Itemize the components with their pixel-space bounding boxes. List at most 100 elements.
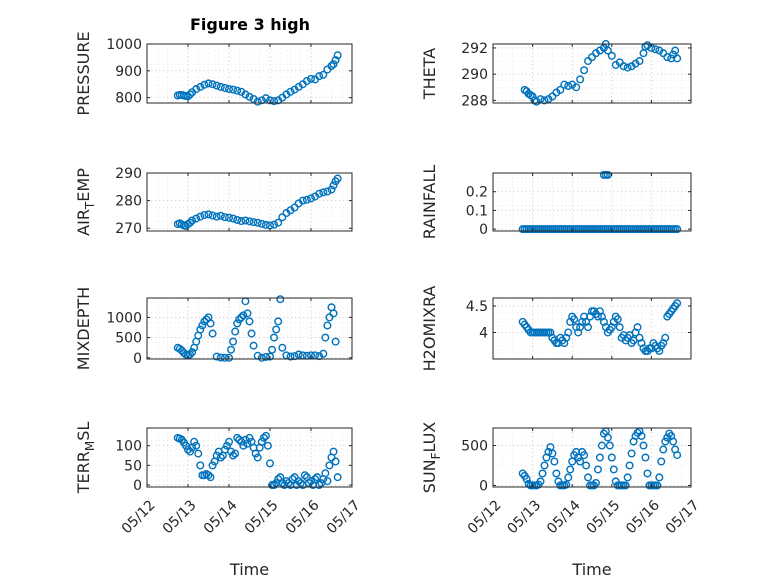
data-point [580, 66, 589, 75]
data-point [597, 441, 606, 450]
data-point [298, 196, 307, 205]
data-point [253, 453, 262, 462]
data-point [233, 319, 242, 328]
subplot-pressure: 800 900 1000 PRESSURE [74, 31, 353, 116]
data-point [245, 317, 254, 326]
data-point [274, 218, 283, 227]
data-point [188, 216, 197, 225]
data-point [222, 441, 231, 450]
data-point [323, 187, 332, 196]
data-point [315, 189, 324, 198]
data-point [593, 465, 602, 474]
data-point [572, 83, 581, 92]
y-tick-label: 50 [124, 458, 142, 474]
data-point [582, 461, 591, 470]
data-point [296, 479, 305, 488]
series-markers [518, 427, 682, 490]
data-point [192, 85, 201, 94]
data-point [331, 457, 340, 466]
series-markers [173, 174, 342, 231]
figure-title: Figure 3 high [190, 15, 310, 34]
y-tick-label: 0 [479, 478, 488, 494]
data-point [257, 96, 266, 105]
data-point [673, 299, 682, 308]
data-point [329, 181, 338, 190]
data-point [635, 57, 644, 66]
y-tick-label: 0 [479, 222, 488, 238]
data-point [540, 461, 549, 470]
data-point [294, 350, 303, 359]
data-point [196, 212, 205, 221]
data-point [229, 337, 238, 346]
data-point [605, 441, 614, 450]
data-point [251, 449, 260, 458]
data-point [315, 481, 324, 490]
data-point [194, 449, 203, 458]
data-point [257, 353, 266, 362]
axes-frame [146, 43, 353, 104]
data-point [591, 479, 600, 488]
y-tick-label: 290 [115, 166, 142, 182]
data-point [208, 80, 217, 89]
data-point [243, 309, 252, 318]
y-tick-label: 270 [115, 221, 142, 237]
data-point [261, 94, 270, 103]
y-axis-label-sub: M [83, 441, 97, 451]
data-point [639, 441, 648, 450]
data-point [576, 75, 585, 84]
data-point [302, 77, 311, 86]
x-tick-label: 05/13 [160, 497, 200, 537]
y-axis-label-main: SUN [420, 459, 439, 493]
axes-frame [146, 172, 353, 232]
y-axis-label: PRESSURE [74, 31, 93, 115]
series-markers [173, 295, 340, 362]
data-point [239, 311, 248, 320]
data-point [204, 210, 213, 219]
subplot-theta: 288 290 292 THETA [420, 40, 692, 109]
data-point [655, 473, 664, 482]
data-point [198, 321, 207, 330]
y-tick-label: 1000 [106, 310, 142, 326]
data-point [224, 213, 233, 222]
data-point [560, 80, 569, 89]
data-point [329, 447, 338, 456]
series-markers [173, 431, 342, 490]
data-point [270, 97, 279, 106]
y-tick-label: 100 [115, 439, 142, 455]
data-point [274, 317, 283, 326]
data-point [186, 218, 195, 227]
axes-frame [146, 297, 353, 360]
data-point [175, 344, 184, 353]
data-point [669, 437, 678, 446]
data-point [274, 475, 283, 484]
data-point [253, 97, 262, 106]
data-point [315, 72, 324, 81]
data-point [319, 70, 328, 79]
y-axis-label-tail: LUX [420, 422, 439, 453]
data-point [661, 437, 670, 446]
axes-frame [146, 427, 353, 488]
data-point [208, 461, 217, 470]
data-point [286, 352, 295, 361]
data-point [307, 74, 316, 83]
data-point [294, 477, 303, 486]
y-axis-label: TERRMSL [74, 422, 97, 495]
data-point [270, 333, 279, 342]
data-point [216, 211, 225, 220]
data-point [673, 451, 682, 460]
data-point [641, 453, 650, 462]
data-point [266, 96, 275, 105]
data-point [333, 174, 342, 183]
x-tick-label: 05/12 [465, 497, 505, 537]
y-tick-label: 0.1 [466, 203, 488, 219]
data-point [216, 453, 225, 462]
data-point [544, 447, 553, 456]
data-point [183, 445, 192, 454]
y-tick-label: 0 [133, 351, 142, 367]
subplot-sun_flux: 0 500 SUNFLUX 05/12 05/13 05/14 05/15 05/16 05/1… [420, 422, 703, 579]
data-point [550, 457, 559, 466]
data-point [247, 329, 256, 338]
y-tick-label: 280 [115, 194, 142, 210]
subplot-rainfall: 0 0.1 0.2 RAINFALL [420, 165, 692, 239]
data-point [651, 45, 660, 54]
